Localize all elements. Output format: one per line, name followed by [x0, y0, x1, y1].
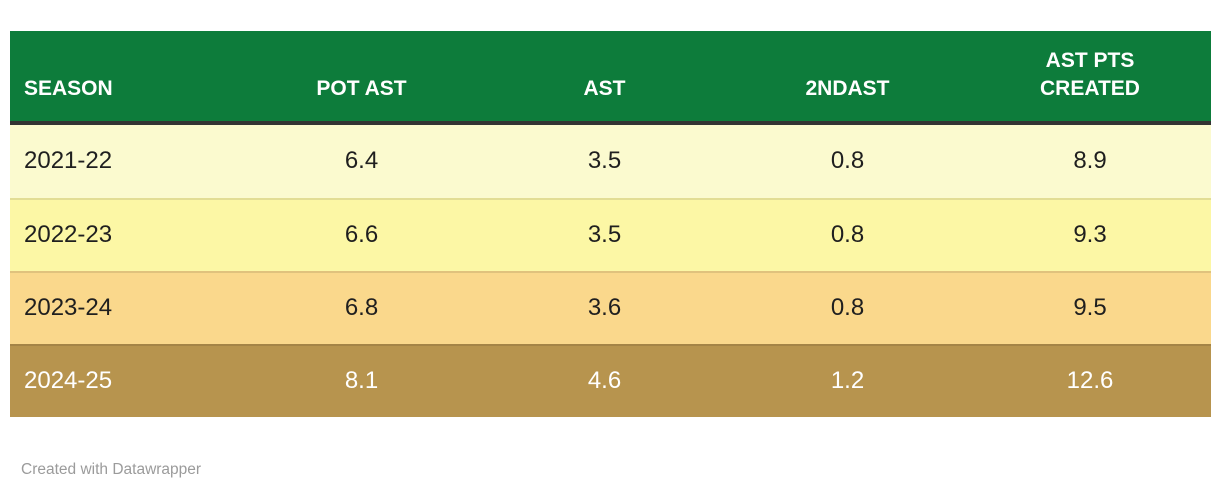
cell-2ndast: 0.8 [726, 270, 969, 344]
cell-ast-pts-created: 9.5 [969, 270, 1211, 344]
column-header-2ndast: 2NDAST [726, 31, 969, 125]
table-row-2022-23: 2022-23 6.6 3.5 0.8 9.3 [10, 197, 1211, 271]
column-header-season: SEASON [10, 31, 240, 125]
cell-2ndast: 1.2 [726, 343, 969, 417]
column-header-2ndast-label: 2NDAST [805, 77, 890, 101]
cell-season: 2024-25 [10, 343, 240, 417]
column-header-ast-pts-created-label: AST PTS CREATED [1040, 49, 1140, 101]
cell-ast: 3.5 [483, 197, 726, 271]
datawrapper-attribution-link[interactable]: Datawrapper [112, 460, 202, 478]
column-header-pot-ast-label: POT AST [316, 77, 407, 101]
column-header-ast: AST [483, 31, 726, 125]
stats-table: SEASON POT AST AST 2NDAST AST PTS CREATE… [10, 31, 1211, 417]
attribution-footer: Created with Datawrapper [21, 461, 1211, 479]
attribution-prefix: Created with [21, 460, 113, 478]
header-row: SEASON POT AST AST 2NDAST AST PTS CREATE… [10, 31, 1211, 125]
column-header-ast-pts-created: AST PTS CREATED [969, 31, 1211, 125]
cell-pot-ast: 6.6 [240, 197, 483, 271]
cell-ast: 3.5 [587, 147, 622, 175]
cell-season: 2021-22 [24, 147, 113, 175]
cell-ast: 3.6 [483, 270, 726, 344]
table-row-2023-24: 2023-24 6.8 3.6 0.8 9.5 [10, 270, 1211, 344]
cell-pot-ast: 6.4 [344, 147, 379, 175]
datawrapper-table-chart: SEASON POT AST AST 2NDAST AST PTS CREATE… [10, 31, 1211, 479]
column-header-pot-ast: POT AST [240, 31, 483, 125]
cell-ast-pts-created: 12.6 [969, 343, 1211, 417]
cell-ast-pts-created: 8.9 [1073, 147, 1107, 175]
cell-ast-pts-created: 9.3 [969, 197, 1211, 271]
table-row-2024-25: 2024-25 8.1 4.6 1.2 12.6 [10, 343, 1211, 417]
table-row-2021-22: 2021-22 6.4 3.5 0.8 8.9 [10, 124, 1211, 198]
column-header-season-label: SEASON [24, 77, 113, 101]
column-header-ast-label: AST [583, 77, 626, 101]
cell-ast: 4.6 [483, 343, 726, 417]
cell-pot-ast: 6.8 [240, 270, 483, 344]
cell-2ndast: 0.8 [726, 197, 969, 271]
cell-season: 2023-24 [10, 270, 240, 344]
cell-2ndast: 0.8 [830, 147, 865, 175]
cell-season: 2022-23 [10, 197, 240, 271]
cell-pot-ast: 8.1 [240, 343, 483, 417]
table-body: 2021-22 6.4 3.5 0.8 8.9 2022-23 6.6 3.5 … [10, 124, 1211, 417]
table-header: SEASON POT AST AST 2NDAST AST PTS CREATE… [10, 31, 1211, 125]
